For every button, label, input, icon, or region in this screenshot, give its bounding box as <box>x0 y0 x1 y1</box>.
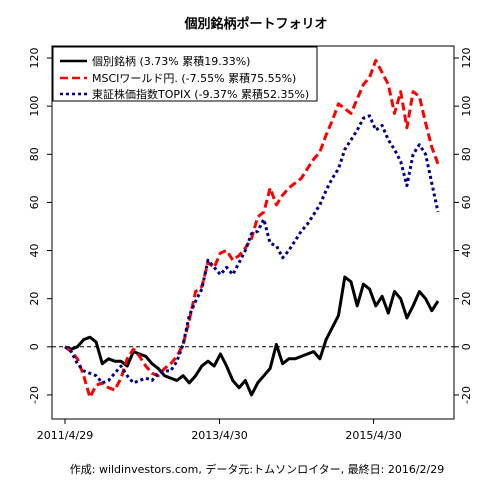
y-tick-label-right: 0 <box>460 343 473 350</box>
plot-frame <box>51 45 455 420</box>
left-y-axis: -20 0 20 40 60 80 100 120 <box>28 48 52 404</box>
y-tick-label-left: 80 <box>28 147 41 161</box>
x-tick-label: 2011/4/29 <box>37 429 93 442</box>
legend-label-topix: 東証株価指数TOPIX (-9.37% 累積52.35%) <box>92 87 309 101</box>
legend: 個別銘柄 (3.73% 累積19.33%) MSCIワールド円. (-7.55%… <box>52 46 318 102</box>
y-tick-label-right: 100 <box>460 96 473 117</box>
series-layer <box>64 58 440 399</box>
x-tick-label: 2015/4/30 <box>345 429 401 442</box>
series-line-msci <box>64 58 440 399</box>
y-tick-label-left: -20 <box>28 386 41 404</box>
series-line-topix <box>64 114 440 385</box>
y-tick-label-left: 100 <box>28 96 41 117</box>
y-tick-label-left: 0 <box>28 343 41 350</box>
x-axis: 2011/4/29 2013/4/30 2015/4/30 <box>37 419 402 442</box>
x-tick-label: 2013/4/30 <box>191 429 247 442</box>
y-tick-label-right: 80 <box>460 147 473 161</box>
legend-box <box>52 46 318 102</box>
y-tick-label-left: 20 <box>28 292 41 306</box>
chart-footer: 作成: wildinvestors.com, データ元:トムソンロイター, 最終… <box>70 462 444 476</box>
chart-title: 個別銘柄ポートフォリオ <box>183 16 327 32</box>
y-tick-label-right: -20 <box>460 386 473 404</box>
legend-label-portfolio: 個別銘柄 (3.73% 累積19.33%) <box>92 54 250 68</box>
y-tick-label-right: 60 <box>460 195 473 209</box>
series-line-portfolio <box>64 275 440 397</box>
y-tick-label-right: 40 <box>460 244 473 258</box>
y-tick-label-right: 20 <box>460 292 473 306</box>
y-tick-label-left: 60 <box>28 195 41 209</box>
y-tick-label-left: 120 <box>28 48 41 69</box>
right-y-axis: -20 0 20 40 60 80 100 120 <box>454 48 473 404</box>
legend-label-msci: MSCIワールド円. (-7.55% 累積75.55%) <box>92 71 296 85</box>
y-tick-label-right: 120 <box>460 48 473 69</box>
y-tick-label-left: 40 <box>28 244 41 258</box>
